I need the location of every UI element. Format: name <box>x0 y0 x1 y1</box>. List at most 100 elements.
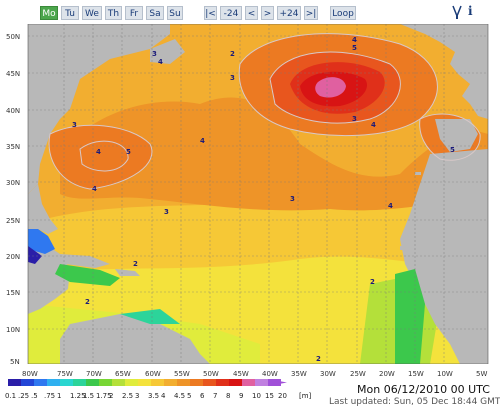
contour-label: 2 <box>85 298 90 306</box>
legend-swatch <box>216 379 229 386</box>
day-button-we[interactable]: We <box>82 6 102 20</box>
legend-label: 2.5 <box>122 392 133 400</box>
contour-label: 2 <box>370 278 375 286</box>
legend-swatch <box>99 379 112 386</box>
land-europe <box>400 24 488 119</box>
forecast-datetime: Mon 06/12/2010 00 UTC <box>357 383 490 396</box>
legend-label: 1.25 <box>70 392 86 400</box>
legend-swatch <box>21 379 34 386</box>
info-icon[interactable]: i <box>468 4 473 18</box>
storm-peak-zone <box>315 77 346 98</box>
lon-label: 50W <box>203 370 219 378</box>
land-canary-islands <box>415 172 421 175</box>
day-button-tu[interactable]: Tu <box>61 6 79 20</box>
legend-arrow <box>268 379 287 386</box>
lon-label: 75W <box>57 370 73 378</box>
contour-label: 4 <box>200 137 205 145</box>
lat-label: 50N <box>6 33 20 41</box>
land-newfoundland <box>150 39 185 64</box>
day-button-th[interactable]: Th <box>105 6 122 20</box>
loop-button[interactable]: Loop <box>330 6 356 20</box>
day-button-su[interactable]: Su <box>167 6 183 20</box>
day-button-sa[interactable]: Sa <box>146 6 164 20</box>
legend-label: 1 <box>57 392 61 400</box>
contour-label: 2 <box>316 355 321 363</box>
contour-label: 4 <box>352 36 357 44</box>
last-frame-button[interactable]: >| <box>304 6 318 20</box>
legend-label: 8 <box>226 392 230 400</box>
sea-coast-green-zone <box>120 309 180 324</box>
legend-swatch <box>190 379 203 386</box>
legend-swatch <box>164 379 177 386</box>
legend-label: .5 <box>31 392 38 400</box>
contour-value-labels: 2 3 4 3 4 5 3 4 3 4 5 4 4 3 3 4 5 2 2 2 <box>72 36 455 363</box>
legend-label: 1.5 <box>83 392 94 400</box>
wave-height-map: 2 3 4 3 4 5 3 4 3 4 5 4 4 3 3 4 5 2 2 2 <box>0 23 500 366</box>
lat-label: 20N <box>6 253 20 261</box>
lat-label: 15N <box>6 289 20 297</box>
contour-label: 3 <box>352 115 357 123</box>
legend-label: 7 <box>213 392 217 400</box>
longitude-labels: 80W 75W 70W 65W 60W 55W 50W 45W 40W 35W … <box>22 370 487 378</box>
legend-label: 0.1 <box>5 392 16 400</box>
legend-unit: [m] <box>299 392 312 400</box>
legend-swatch <box>255 379 268 386</box>
buoy-icon[interactable] <box>451 4 463 20</box>
lon-label: 20W <box>379 370 395 378</box>
color-legend: 0.1.25.5 .75 1 1.251.5 1.752 2.5 3 3.5 4 4.5 5 6 7 8 9… <box>5 379 312 400</box>
first-frame-button[interactable]: |< <box>204 6 217 20</box>
day-button-mo[interactable]: Mo <box>40 6 58 20</box>
legend-label: 9 <box>239 392 243 400</box>
legend-swatch <box>242 379 255 386</box>
lon-label: 80W <box>22 370 38 378</box>
contour-label: 4 <box>371 121 376 129</box>
contour-label: 4 <box>96 148 101 156</box>
lon-label: 25W <box>350 370 366 378</box>
day-button-fr[interactable]: Fr <box>125 6 143 20</box>
legend-label: 20 <box>278 392 287 400</box>
legend-label: 15 <box>265 392 274 400</box>
west-high-zone <box>49 125 152 189</box>
lon-label: 65W <box>115 370 131 378</box>
contour-label: 5 <box>450 146 455 154</box>
latitude-labels: 50N 45N 40N 35N 30N 25N 20N 15N 10N 5N <box>6 33 20 366</box>
contour-label: 4 <box>92 185 97 193</box>
legend-label: 3.5 <box>148 392 159 400</box>
legend-swatch <box>86 379 99 386</box>
land-florida <box>28 184 58 234</box>
legend-swatch <box>112 379 125 386</box>
sea-gulf-deep-zone <box>28 246 42 264</box>
land-hispaniola <box>115 269 140 276</box>
legend-label: 4.5 <box>174 392 185 400</box>
land-cape-verde <box>400 246 404 250</box>
legend-label: 5 <box>187 392 191 400</box>
sea-gulf-zone <box>28 229 55 254</box>
toolbar: Mo Tu We Th Fr Sa Su |< -24 < > +24 >| L… <box>0 0 500 24</box>
last-updated-text: Last updated: Sun, 05 Dec 18:44 GMT <box>329 397 500 407</box>
land-north-america <box>28 24 170 194</box>
legend-label: 10 <box>252 392 261 400</box>
contour-label: 3 <box>72 121 77 129</box>
prev-frame-button[interactable]: < <box>245 6 258 20</box>
next-frame-button[interactable]: > <box>261 6 274 20</box>
legend-label: 4 <box>161 392 166 400</box>
legend-swatch <box>138 379 151 386</box>
minus-24-button[interactable]: -24 <box>220 6 242 20</box>
lon-label: 40W <box>262 370 278 378</box>
contour-label: 5 <box>352 44 357 52</box>
legend-swatch <box>151 379 164 386</box>
lon-label: 15W <box>408 370 424 378</box>
legend-swatch <box>34 379 47 386</box>
sea-caribbean-green-zone <box>55 264 120 286</box>
sea-gulf-guinea-zone <box>395 269 425 364</box>
lon-label: 70W <box>86 370 102 378</box>
contour-label: 4 <box>158 58 163 66</box>
legend-label: 2 <box>109 392 113 400</box>
lat-label: 45N <box>6 70 20 78</box>
legend-swatch <box>177 379 190 386</box>
contour-label: 2 <box>230 50 235 58</box>
plus-24-button[interactable]: +24 <box>277 6 301 20</box>
contour-label: 4 <box>388 202 393 210</box>
lon-label: 5W <box>476 370 487 378</box>
legend-label: 1.75 <box>96 392 112 400</box>
